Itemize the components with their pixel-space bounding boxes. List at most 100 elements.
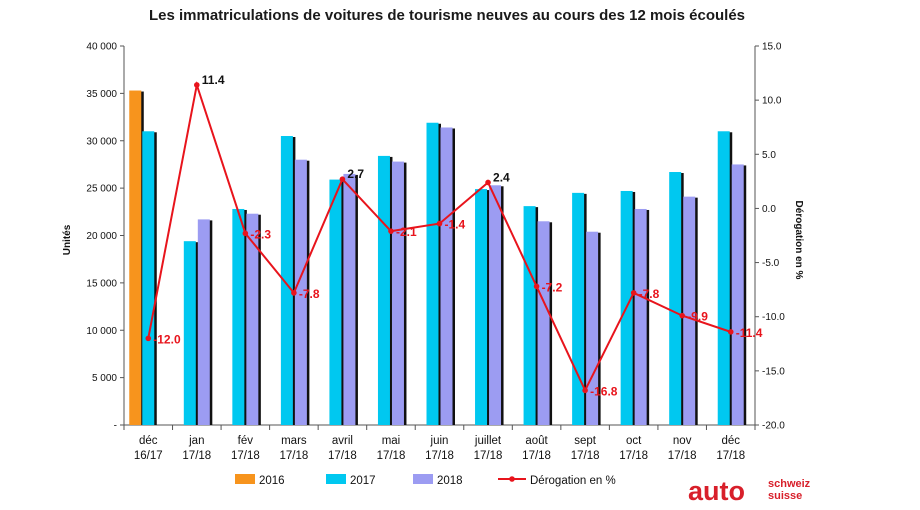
x-tick-label: nov xyxy=(673,435,692,447)
deviation-point xyxy=(436,220,443,227)
data-labels: -12.0 11.4 -2.3 -7.8 2.7 -2.1 -1.4 2.4 -7.2 -16.8… xyxy=(153,73,762,398)
x-tick-label: fév xyxy=(238,435,254,447)
y-tick-label: 20 000 xyxy=(86,231,117,242)
bar-2018 xyxy=(391,161,404,425)
deviation-point xyxy=(339,176,346,182)
legend-label: 2017 xyxy=(350,475,376,487)
logo-auto-text: auto xyxy=(688,476,745,506)
x-tick-label: 17/18 xyxy=(571,450,600,462)
x-tick-label: mai xyxy=(382,435,401,447)
deviation-point xyxy=(630,290,637,296)
legend-swatch xyxy=(235,474,255,484)
deviation-point xyxy=(727,329,734,335)
y2-tick-label: -15.0 xyxy=(762,366,785,377)
bars xyxy=(129,90,747,426)
y-tick-label: - xyxy=(114,421,117,432)
x-tick-label: 17/18 xyxy=(425,450,454,462)
bar-2018 xyxy=(246,213,259,425)
deviation-label: 11.4 xyxy=(202,73,225,87)
bar-2017 xyxy=(142,131,155,425)
x-tick-label: 17/18 xyxy=(328,450,357,462)
x-tick-label: mars xyxy=(281,435,307,447)
deviation-label: -16.8 xyxy=(590,384,618,398)
y-tick-label: 40 000 xyxy=(86,42,117,53)
bar-2018 xyxy=(440,127,453,426)
x-tick-label: avril xyxy=(332,435,353,447)
bar-2017 xyxy=(280,136,293,425)
legend-swatch xyxy=(326,474,346,484)
deviation-label: -7.8 xyxy=(639,287,660,301)
x-tick-label: déc xyxy=(721,435,740,447)
logo-line1: schweiz xyxy=(768,478,811,490)
deviation-label: -11.4 xyxy=(736,326,763,340)
deviation-point xyxy=(485,179,491,186)
y2-tick-label: 15.0 xyxy=(762,42,782,53)
y-tick-label: 5 000 xyxy=(92,373,117,384)
x-tick-label: oct xyxy=(626,435,642,447)
deviation-label: -9.9 xyxy=(687,310,708,324)
axis-text: - 5 000 10 000 15 000 20 000 25 000 30 000 35 0… xyxy=(86,42,785,463)
x-tick-label: juin xyxy=(430,435,449,447)
deviation-point xyxy=(194,82,200,88)
y2-tick-label: 10.0 xyxy=(762,96,782,107)
bar-2017 xyxy=(183,241,196,425)
bar-2017 xyxy=(232,208,245,425)
x-tick-label: juillet xyxy=(474,435,502,447)
deviation-point xyxy=(582,387,588,394)
legend-line-marker xyxy=(509,476,515,482)
deviation-label: 2.7 xyxy=(347,167,364,181)
bar-2018 xyxy=(197,219,210,425)
bar-2017 xyxy=(717,131,730,425)
y-tick-label: 15 000 xyxy=(86,278,117,289)
deviation-label: -2.1 xyxy=(396,225,417,239)
deviation-label: -7.8 xyxy=(299,287,320,301)
x-tick-label: 17/18 xyxy=(522,450,551,462)
deviation-label: 2.4 xyxy=(493,170,510,184)
deviation-label: -1.4 xyxy=(445,218,466,232)
bar-2017 xyxy=(329,179,342,425)
x-tick-label: sept xyxy=(574,435,597,447)
deviation-line xyxy=(145,80,734,394)
bar-2018 xyxy=(294,159,307,425)
y-tick-label: 10 000 xyxy=(86,326,117,337)
deviation-point xyxy=(388,228,394,234)
y2-tick-label: 0.0 xyxy=(762,204,776,215)
bar-2018 xyxy=(586,231,599,425)
logo: auto schweiz suisse xyxy=(688,476,811,506)
bar-2018 xyxy=(489,185,502,425)
y-tick-label: 35 000 xyxy=(86,89,117,100)
deviation-point xyxy=(145,335,152,342)
legend-label: Dérogation en % xyxy=(530,475,616,487)
y-tick-label: 30 000 xyxy=(86,136,117,147)
bar-2018 xyxy=(343,173,356,425)
bar-2017 xyxy=(669,172,682,425)
logo-line2: suisse xyxy=(768,490,802,502)
chart-title: Les immatriculations de voitures de tour… xyxy=(149,7,745,24)
x-tick-label: 17/18 xyxy=(231,450,260,462)
bar-2018 xyxy=(731,164,744,425)
y-tick-label: 25 000 xyxy=(86,184,117,195)
bar-2016 xyxy=(129,90,142,425)
deviation-point xyxy=(291,290,297,296)
x-tick-label: 17/18 xyxy=(716,450,745,462)
legend-swatch xyxy=(413,474,433,484)
bar-2017 xyxy=(523,206,536,425)
x-tick-label: 17/18 xyxy=(668,450,697,462)
bar-2017 xyxy=(377,155,390,425)
x-tick-label: 17/18 xyxy=(182,450,211,462)
bar-2017 xyxy=(426,122,439,425)
bar-2018 xyxy=(537,221,550,425)
y2-tick-label: -20.0 xyxy=(762,421,785,432)
x-tick-label: 17/18 xyxy=(377,450,406,462)
y2-tick-label: -10.0 xyxy=(762,312,785,323)
legend-label: 2016 xyxy=(259,475,285,487)
y2-axis-label: Dérogation en % xyxy=(793,201,804,280)
deviation-point xyxy=(242,230,249,237)
x-tick-label: 17/18 xyxy=(619,450,648,462)
y2-tick-label: -5.0 xyxy=(762,258,780,269)
deviation-point xyxy=(533,283,540,290)
x-tick-label: jan xyxy=(188,435,204,447)
x-tick-label: 16/17 xyxy=(134,450,163,462)
x-tick-label: août xyxy=(525,435,548,447)
